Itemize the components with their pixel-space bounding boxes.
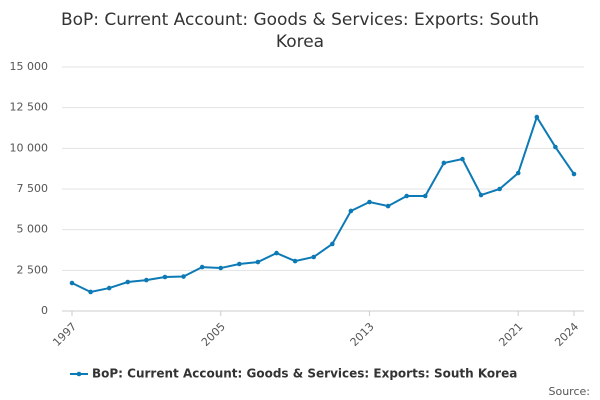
point	[88, 289, 93, 295]
point	[255, 259, 261, 265]
x-tick-label: 2024	[552, 320, 581, 349]
point	[534, 114, 540, 120]
point	[553, 144, 558, 150]
point	[69, 280, 75, 286]
x-tick-label: 1997	[50, 320, 79, 349]
point	[218, 265, 224, 271]
point	[162, 274, 168, 280]
point	[125, 279, 131, 285]
point	[404, 193, 409, 199]
y-tick-label: 2 500	[17, 263, 49, 276]
y-tick-label: 0	[41, 304, 48, 317]
point	[199, 264, 205, 270]
y-tick-label: 10 000	[10, 141, 49, 154]
point	[274, 250, 279, 256]
point	[106, 285, 112, 291]
y-tick-label: 12 500	[10, 101, 49, 114]
point	[348, 208, 354, 214]
line	[71, 114, 575, 294]
x-tick-label: 2021	[496, 320, 525, 349]
point	[311, 254, 317, 260]
x-tick-label: 2013	[348, 320, 377, 349]
chart-title: BoP: Current Account: Goods & Services: …	[61, 10, 539, 52]
point	[497, 186, 502, 192]
point	[515, 170, 521, 176]
point	[385, 203, 391, 209]
y-tick-label: 7 500	[17, 182, 49, 195]
x-tick-label: 2005	[199, 320, 228, 349]
point	[441, 160, 447, 166]
point	[237, 261, 242, 267]
point	[422, 193, 428, 199]
point	[367, 199, 372, 205]
point	[571, 171, 577, 177]
point	[460, 156, 465, 162]
point	[181, 274, 186, 279]
legend-marker	[76, 371, 82, 377]
y-tick-label: 15 000	[10, 60, 49, 73]
source: Source:	[549, 385, 591, 398]
point	[329, 241, 335, 247]
point	[292, 258, 298, 264]
legend-label: BoP: Current Account: Goods & Services: …	[92, 367, 517, 381]
point	[144, 277, 149, 283]
point	[478, 192, 484, 198]
y-tick-label: 5 000	[17, 223, 49, 236]
